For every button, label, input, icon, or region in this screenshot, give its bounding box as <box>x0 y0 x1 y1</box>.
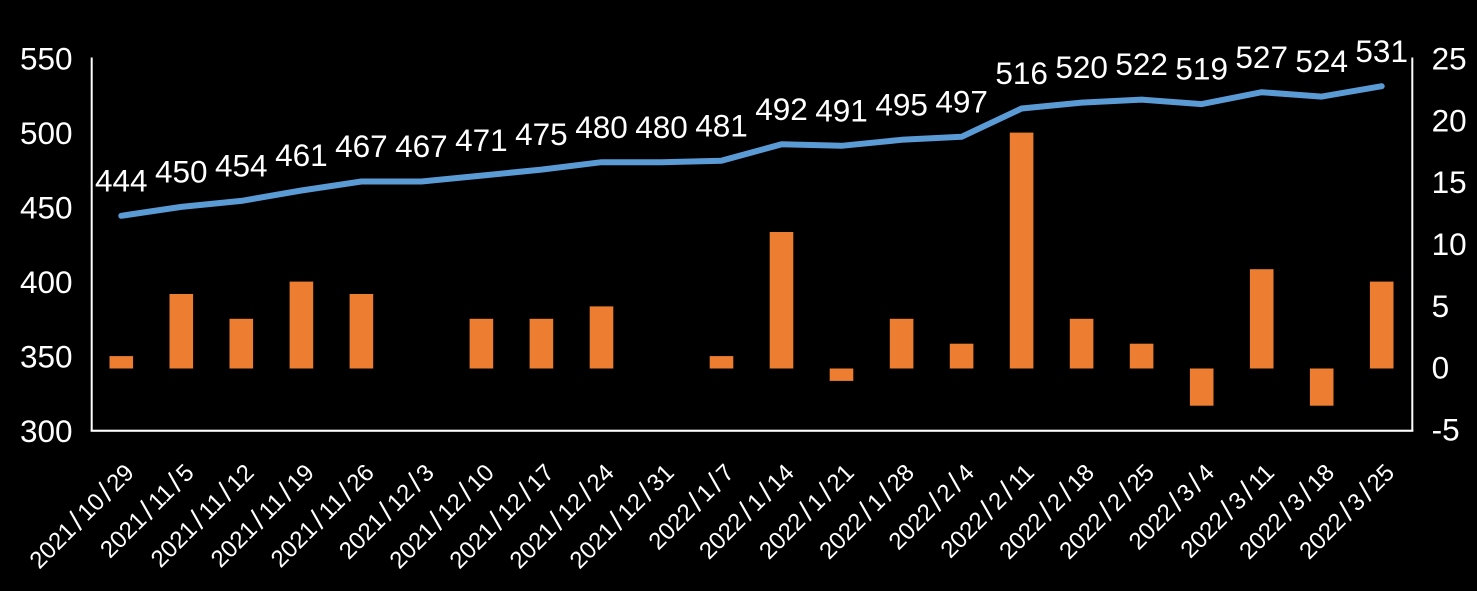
svg-text:475: 475 <box>515 116 568 152</box>
svg-text:-5: -5 <box>1432 412 1460 448</box>
svg-text:20: 20 <box>1432 102 1467 138</box>
svg-text:516: 516 <box>995 55 1048 91</box>
svg-text:519: 519 <box>1175 51 1228 87</box>
svg-text:400: 400 <box>20 264 73 300</box>
svg-text:467: 467 <box>395 128 448 164</box>
svg-text:471: 471 <box>455 122 508 158</box>
svg-text:522: 522 <box>1115 46 1168 82</box>
svg-text:481: 481 <box>695 107 748 143</box>
svg-text:497: 497 <box>935 83 988 119</box>
svg-text:461: 461 <box>275 137 328 173</box>
svg-text:15: 15 <box>1432 164 1467 200</box>
svg-text:495: 495 <box>875 86 928 122</box>
svg-text:480: 480 <box>575 109 628 145</box>
svg-text:300: 300 <box>20 413 73 449</box>
svg-text:10: 10 <box>1432 226 1467 262</box>
svg-text:25: 25 <box>1432 40 1467 76</box>
svg-text:531: 531 <box>1355 33 1408 69</box>
svg-text:350: 350 <box>20 338 73 374</box>
svg-text:444: 444 <box>95 162 148 198</box>
svg-text:500: 500 <box>20 115 73 151</box>
svg-text:5: 5 <box>1432 288 1450 324</box>
svg-text:480: 480 <box>635 109 688 145</box>
svg-text:520: 520 <box>1055 49 1108 85</box>
svg-text:454: 454 <box>215 148 268 184</box>
svg-text:492: 492 <box>755 91 808 127</box>
svg-text:550: 550 <box>20 40 73 76</box>
svg-text:467: 467 <box>335 128 388 164</box>
svg-text:450: 450 <box>20 189 73 225</box>
svg-text:0: 0 <box>1432 350 1450 386</box>
svg-text:491: 491 <box>815 92 868 128</box>
svg-text:524: 524 <box>1295 43 1348 79</box>
svg-text:527: 527 <box>1235 39 1288 75</box>
svg-text:450: 450 <box>155 154 208 190</box>
